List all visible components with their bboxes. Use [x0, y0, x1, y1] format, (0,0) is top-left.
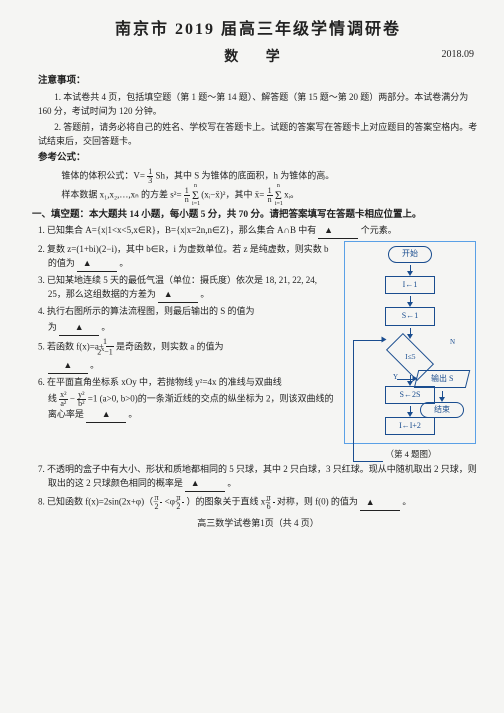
left-column: 2. 复数 z=(1+bi)(2−i)，其中 b∈R，i 为虚数单位。若 z 是…: [38, 241, 336, 461]
question-7: 7. 不透明的盒子中有大小、形状和质地都相同的 5 只球，其中 2 只白球，3 …: [38, 463, 478, 492]
page-title: 南京市 2019 届高三年级学情调研卷: [38, 18, 478, 43]
q7-text: 7. 不透明的盒子中有大小、形状和质地都相同的 5 只球，其中 2 只白球，3 …: [38, 464, 477, 488]
flow-n-branch: 输出 S 结束: [415, 370, 469, 420]
flow-y-label: Y: [393, 372, 398, 383]
page-footer: 高三数学试卷第1页（共 4 页）: [38, 517, 478, 531]
content-row: 2. 复数 z=(1+bi)(2−i)，其中 b∈R，i 为虚数单位。若 z 是…: [38, 241, 478, 461]
q8-mid2: ）的图象关于直线 x=: [187, 497, 271, 507]
q8-frac-3: π6: [273, 494, 275, 511]
q4-cont: 为 ▲ 。: [48, 321, 336, 336]
q7-blank: ▲: [185, 477, 225, 492]
notice-p1: 1. 本试卷共 4 页，包括填空题（第 1 题～第 14 题）、解答题（第 15…: [38, 91, 478, 119]
cone-tail: Sh，其中 S 为锥体的底面积，h 为锥体的高。: [155, 170, 334, 180]
flow-n-label: N: [450, 337, 455, 348]
one-over-n-frac-2: 1n: [267, 187, 273, 204]
cone-lead: 锥体的体积公式：V=: [61, 170, 145, 180]
q6-frac-1: x²a²: [59, 391, 67, 408]
notice-heading: 注意事项：: [38, 74, 478, 89]
q6-hyp-lead: 线: [48, 394, 59, 404]
q8-tail: 。: [402, 497, 411, 507]
question-3: 3. 已知某地连续 5 天的最低气温（单位：摄氏度）依次是 18, 21, 22…: [38, 274, 336, 303]
var-lead: 样本数据 x₁,x₂,…,xₙ 的方差 s²=: [61, 189, 181, 199]
subject-heading: 数 学: [224, 47, 292, 69]
q4-text: 4. 执行右图所示的算法流程图，则最后输出的 S 的值为: [38, 306, 255, 316]
notice-p2: 2. 答题前，请务必将自己的姓名、学校写在答题卡上。试题的答案写在答题卡上对应题…: [38, 121, 478, 149]
q6-cont: 线 x²a² − y²b² =1 (a>0, b>0)的一条渐近线的交点的纵坐标…: [48, 391, 336, 423]
variance-formula: 样本数据 x₁,x₂,…,xₙ 的方差 s²= 1n Σni=1 (xᵢ−x̄)…: [61, 187, 478, 204]
one-over-n-frac: 1n: [184, 187, 190, 204]
one-third-frac: 13: [147, 168, 153, 185]
flowchart: 开始 I←1 S←1 I≤5 N Y 输出 S 结束: [344, 241, 476, 444]
q4-tail-lead: 为: [48, 322, 57, 332]
q8-mid3: 对称，则 f(0) 的值为: [277, 497, 358, 507]
question-2: 2. 复数 z=(1+bi)(2−i)，其中 b∈R，i 为虚数单位。若 z 是…: [38, 243, 336, 272]
exam-page: 南京市 2019 届高三年级学情调研卷 数 学 2018.09 注意事项： 1.…: [0, 0, 504, 539]
section-1-heading: 一、填空题：本大题共 14 小题，每小题 5 分，共 70 分。请把答案填写在答…: [32, 208, 478, 223]
q6-text: 6. 在平面直角坐标系 xOy 中，若抛物线 y²=4x 的准线与双曲线: [38, 377, 282, 387]
q3-blank: ▲: [158, 288, 198, 303]
flow-output: 输出 S: [414, 370, 471, 388]
question-4: 4. 执行右图所示的算法流程图，则最后输出的 S 的值为: [38, 305, 336, 319]
right-column: 开始 I←1 S←1 I≤5 N Y 输出 S 结束: [344, 241, 478, 461]
exam-date: 2018.09: [442, 47, 475, 63]
q6-tail: 。: [128, 409, 137, 419]
q5-mid: 是奇函数，则实数 a 的值为: [116, 341, 224, 351]
q2-tail: 。: [119, 258, 128, 268]
sigma-2: Σni=1: [275, 189, 282, 201]
q1-text: 1. 已知集合 A={x|1<x<5,x∈R}，B={x|x=2n,n∈Z}，那…: [38, 225, 316, 235]
q1-tail: 个元素。: [361, 225, 397, 235]
q7-tail: 。: [227, 478, 236, 488]
q6-frac-2: y²b²: [77, 391, 85, 408]
q8-frac-1: π2: [160, 494, 162, 511]
question-1: 1. 已知集合 A={x|1<x<5,x∈R}，B={x|x=2n,n∈Z}，那…: [38, 224, 478, 239]
cone-volume-formula: 锥体的体积公式：V= 13 Sh，其中 S 为锥体的底面积，h 为锥体的高。: [61, 168, 478, 185]
q4-tail: 。: [101, 322, 110, 332]
q5-tail: 。: [90, 360, 99, 370]
q6-blank: ▲: [86, 408, 126, 423]
q4-blank: ▲: [59, 321, 99, 336]
flow-step-2: S←1: [385, 307, 435, 325]
question-6: 6. 在平面直角坐标系 xOy 中，若抛物线 y²=4x 的准线与双曲线: [38, 376, 336, 390]
q5-frac: 12x−1: [106, 338, 114, 357]
subtitle-row: 数 学 2018.09: [38, 47, 478, 69]
q5-cont: ▲ 。: [48, 359, 336, 374]
reference-heading: 参考公式：: [38, 151, 478, 166]
q5-text: 5. 若函数 f(x)=a+: [38, 341, 104, 351]
flow-start: 开始: [388, 246, 432, 262]
flow-end: 结束: [420, 402, 464, 418]
q8-blank: ▲: [360, 496, 400, 511]
sigma-1: Σni=1: [192, 189, 199, 201]
q8-text: 8. 已知函数 f(x)=2sin(2x+φ)（−: [38, 497, 158, 507]
q8-frac-2: π2: [182, 494, 184, 511]
question-5: 5. 若函数 f(x)=a+ 12x−1 是奇函数，则实数 a 的值为: [38, 338, 336, 357]
var-tail: xᵢ。: [284, 189, 299, 199]
flow-step-1: I←1: [385, 276, 435, 294]
question-8: 8. 已知函数 f(x)=2sin(2x+φ)（− π2 <φ< π2 ）的图象…: [38, 494, 478, 511]
q2-blank: ▲: [77, 257, 117, 272]
var-mid: (xᵢ−x̄)²，其中 x̄=: [201, 189, 264, 199]
q3-tail: 。: [200, 289, 209, 299]
q1-blank: ▲: [318, 224, 358, 239]
flow-loop-line: [353, 340, 383, 462]
q5-blank: ▲: [48, 359, 88, 374]
